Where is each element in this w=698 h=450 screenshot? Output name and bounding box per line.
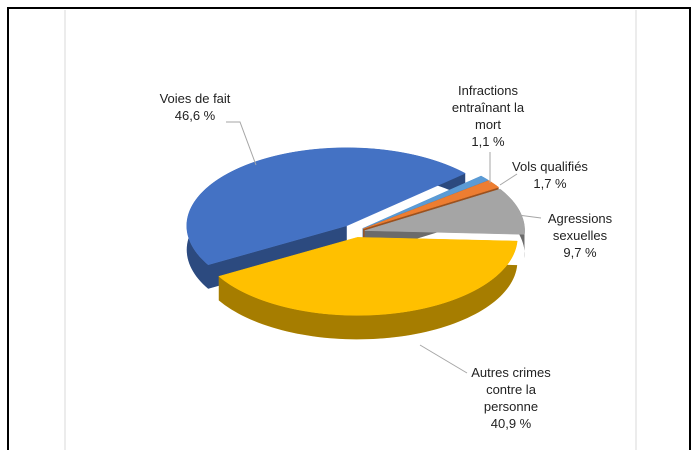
label: Autres crimes contre la personne 40,9 %: [466, 364, 556, 432]
frame: [7, 7, 691, 450]
label: Voies de fait 46,6 %: [140, 90, 250, 124]
label-value: 1,7 %: [533, 176, 567, 191]
label: Vols qualifiés 1,7 %: [500, 158, 600, 192]
label-value: 46,6 %: [174, 108, 216, 123]
slice: [218, 237, 518, 316]
leader-line: [499, 173, 518, 186]
leader-line: [419, 344, 468, 374]
slice: [362, 175, 489, 229]
leader-line: [226, 121, 257, 166]
label-name: Autres crimes contre la personne: [471, 365, 551, 414]
label-name: Agressions sexuelles: [547, 211, 613, 243]
label-value: 9,7 %: [563, 245, 597, 260]
leader-lines: [226, 121, 542, 374]
label-value: 1,1 %: [471, 134, 505, 149]
slice: [363, 180, 500, 230]
label-value: 40,9 %: [490, 416, 532, 431]
label-name: Infractions entraînant la mort: [451, 83, 525, 132]
slice: [364, 188, 525, 235]
label-name: Voies de fait: [159, 91, 231, 106]
leader-line: [517, 214, 542, 219]
pie: [186, 147, 525, 340]
label: Infractions entraînant la mort 1,1 %: [438, 82, 538, 150]
slice: [186, 147, 466, 266]
label: Agressions sexuelles 9,7 %: [540, 210, 620, 261]
label-name: Vols qualifiés: [512, 159, 588, 174]
